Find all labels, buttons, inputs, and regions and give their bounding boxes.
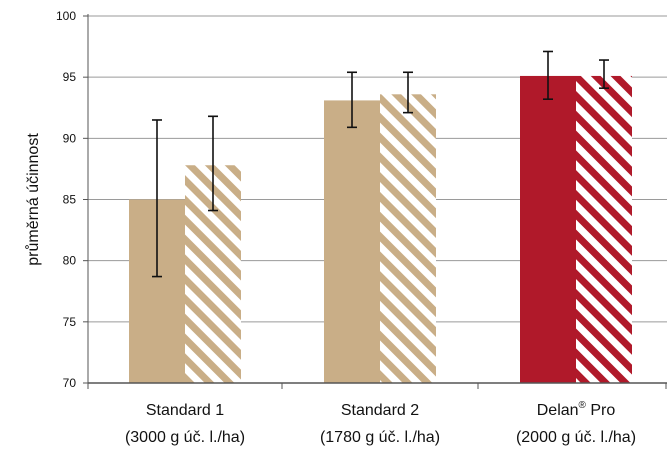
error-bar bbox=[599, 59, 609, 89]
y-tick-label: 80 bbox=[63, 254, 77, 268]
error-bar bbox=[152, 119, 162, 278]
y-tick-label: 100 bbox=[56, 9, 76, 23]
y-tick-label: 75 bbox=[63, 315, 77, 329]
bar-striped-2 bbox=[380, 94, 436, 383]
bar-solid-3 bbox=[520, 75, 576, 384]
category-label: Standard 2 bbox=[341, 402, 419, 419]
category-label: Delan® Pro bbox=[537, 400, 616, 419]
bar-solid-2 bbox=[324, 100, 380, 383]
y-tick-label: 90 bbox=[63, 131, 77, 145]
error-bar bbox=[543, 50, 553, 100]
labels: 70 75 80 85 90 95 100 Standard 1 (3000 g úč. l./… bbox=[24, 9, 636, 446]
bars bbox=[129, 75, 632, 384]
y-tick-label: 95 bbox=[63, 70, 77, 84]
error-bar bbox=[208, 115, 218, 212]
category-sublabel: (1780 g úč. l./ha) bbox=[320, 429, 440, 446]
error-bars bbox=[152, 50, 609, 278]
error-bar bbox=[403, 71, 413, 114]
category-label: Standard 1 bbox=[146, 402, 224, 419]
y-tick-label: 85 bbox=[63, 193, 77, 207]
category-sublabel: (3000 g úč. l./ha) bbox=[125, 429, 245, 446]
bar-striped-3 bbox=[576, 75, 632, 384]
axes bbox=[83, 14, 667, 389]
category-sublabel: (2000 g úč. l./ha) bbox=[516, 429, 636, 446]
error-bar bbox=[347, 71, 357, 129]
y-tick-label: 70 bbox=[63, 376, 77, 390]
y-axis-label: průměrná účinnost bbox=[24, 133, 42, 266]
